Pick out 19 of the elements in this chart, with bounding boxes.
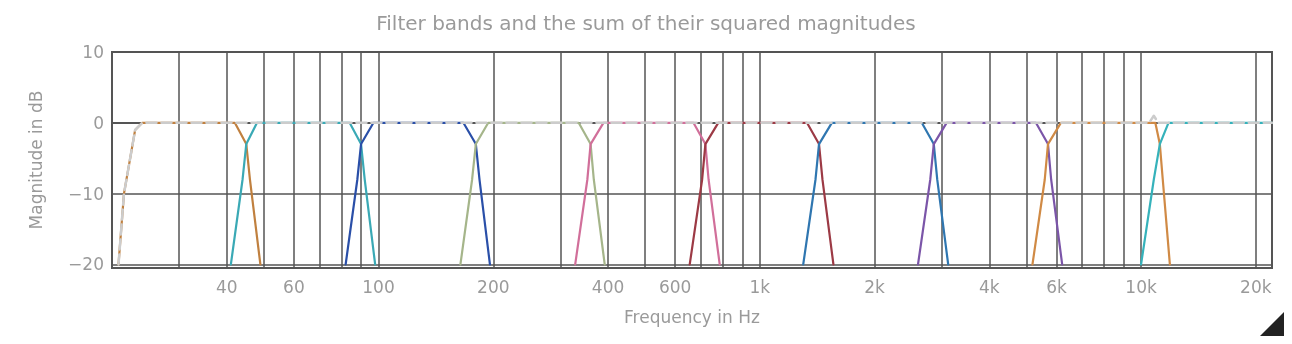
x-tick-label: 1k: [749, 276, 771, 297]
x-tick-label: 2k: [864, 276, 886, 297]
y-tick-label: 10: [82, 42, 104, 62]
x-tick-label: 200: [477, 276, 510, 297]
x-tick-label: 6k: [1046, 276, 1067, 297]
x-tick-label: 100: [362, 276, 395, 297]
chart-title: Filter bands and the sum of their squared magnitudes: [376, 11, 916, 35]
y-axis-title: Magnitude in dB: [25, 90, 46, 230]
y-tick-label: −10: [68, 183, 104, 204]
x-axis-title: Frequency in Hz: [624, 306, 760, 327]
x-tick-label: 600: [658, 276, 692, 297]
x-tick-label: 40: [215, 276, 238, 297]
y-tick-label: 0: [93, 112, 104, 133]
x-tick-label: 20k: [1240, 276, 1272, 297]
x-tick-label: 60: [283, 276, 305, 297]
x-tick-label: 10k: [1125, 276, 1157, 297]
x-tick-label: 400: [591, 276, 625, 297]
y-tick-label: −20: [68, 254, 104, 275]
x-tick-label: 4k: [979, 276, 1000, 297]
